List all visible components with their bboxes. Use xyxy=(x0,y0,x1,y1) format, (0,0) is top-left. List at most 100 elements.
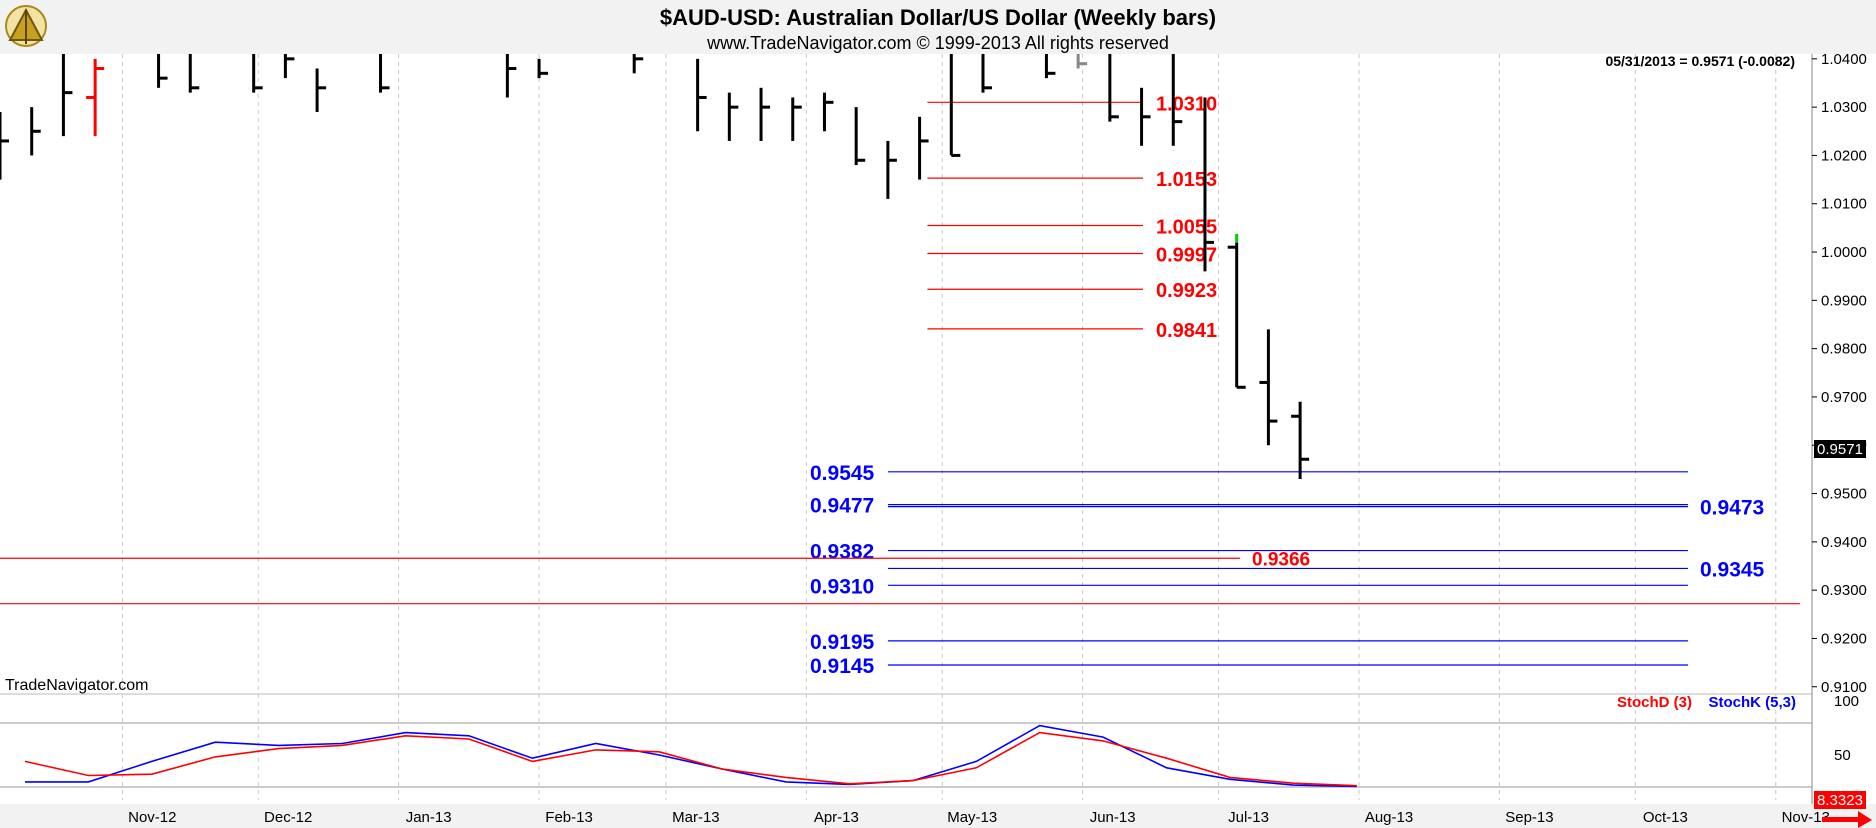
y-tick-label: 1.0100 xyxy=(1821,196,1867,213)
support-label-0.9145: 0.9145 xyxy=(810,655,875,678)
support-label-0.9382: 0.9382 xyxy=(810,541,874,564)
ohlc-bar xyxy=(1227,242,1246,389)
ohlc-bar xyxy=(505,54,517,98)
ohlc-bar xyxy=(537,58,549,79)
x-tick-label-nov-13: Nov-13 xyxy=(1782,809,1830,826)
resistance-label-1.0055: 1.0055 xyxy=(1156,216,1217,238)
ohlc-bar xyxy=(1171,54,1183,146)
ohlc-bar xyxy=(1044,54,1056,79)
y-tick-label: 1.0300 xyxy=(1821,99,1867,116)
ohlc-bar xyxy=(283,54,295,79)
last-quote-readout: 05/31/2013 = 0.9571 (-0.0082) xyxy=(1605,53,1795,69)
x-tick-label-sep-13: Sep-13 xyxy=(1505,809,1553,826)
stoch-panel xyxy=(0,695,1812,803)
red-horizontal-label: 0.9366 xyxy=(1252,549,1310,570)
x-tick-label-apr-13: Apr-13 xyxy=(814,809,859,826)
ohlc-bar xyxy=(981,54,993,93)
sextant-logo-icon xyxy=(5,5,47,47)
x-tick-label-aug-13: Aug-13 xyxy=(1365,809,1413,826)
ohlc-bar xyxy=(157,54,168,88)
ohlc-bar xyxy=(30,107,41,156)
header-bar xyxy=(0,0,1876,54)
y-tick-label: 1.0400 xyxy=(1821,51,1867,68)
x-tick-label-oct-13: Oct-13 xyxy=(1643,809,1688,826)
ohlc-bar xyxy=(1291,401,1310,480)
ohlc-bar xyxy=(727,92,739,141)
resistance-label-1.0310: 1.0310 xyxy=(1156,93,1217,115)
chart-subtitle: www.TradeNavigator.com © 1999-2013 All r… xyxy=(706,33,1169,53)
last-price-label: 0.9571 xyxy=(1817,441,1863,458)
stochd-line xyxy=(24,731,1357,787)
y-tick-label: 0.9100 xyxy=(1821,679,1867,696)
scroll-right-arrow-icon[interactable] xyxy=(1822,811,1872,828)
x-tick-label-jul-13: Jul-13 xyxy=(1228,809,1269,826)
ohlc-bar xyxy=(886,140,897,199)
ohlc-bar xyxy=(188,54,200,93)
ohlc-bar xyxy=(759,87,771,141)
y-tick-label: 0.9400 xyxy=(1821,534,1867,551)
support-right-label-0.9473: 0.9473 xyxy=(1700,497,1764,520)
resistance-label-1.0153: 1.0153 xyxy=(1156,169,1217,191)
ohlc-bars xyxy=(0,54,1310,480)
x-tick-label-jan-13: Jan-13 xyxy=(406,809,452,826)
x-tick-label-dec-12: Dec-12 xyxy=(264,809,312,826)
x-tick-label-nov-12: Nov-12 xyxy=(128,809,176,826)
ohlc-bar xyxy=(379,54,390,93)
price-y-axis: 1.0400 1.0300 1.0200 1.0100 1.0000 0.9900 0.98… xyxy=(1812,51,1867,764)
fib-levels: 1.0310 1.0153 1.0055 0.9997 0.9923 0.9841 0.95… xyxy=(0,93,1800,678)
ohlc-bar xyxy=(822,92,834,132)
ohlc-bar xyxy=(1076,54,1088,69)
ohlc-bar xyxy=(315,68,327,112)
resistance-label-0.9923: 0.9923 xyxy=(1156,280,1217,302)
price-panel xyxy=(0,54,1812,694)
ohlc-bar xyxy=(696,58,707,132)
stoch-last-value: 8.3323 xyxy=(1817,792,1863,809)
y-tick-label: 1.0200 xyxy=(1821,147,1867,164)
support-label-0.9195: 0.9195 xyxy=(810,631,875,654)
y-tick-label: 0.9200 xyxy=(1821,630,1867,647)
y-tick-label: 0.9900 xyxy=(1821,292,1867,309)
y-tick-label: 0.9800 xyxy=(1821,341,1867,358)
ohlc-bar xyxy=(1259,329,1278,446)
legend-stochd: StochD (3) xyxy=(1617,694,1692,711)
ohlc-bar xyxy=(632,54,644,74)
support-label-0.9477: 0.9477 xyxy=(810,495,874,518)
y-tick-label: 0.9500 xyxy=(1821,486,1867,503)
ohlc-bar xyxy=(86,58,105,137)
support-label-0.9310: 0.9310 xyxy=(810,575,874,598)
stoch-reference-lines xyxy=(0,722,1812,788)
ohlc-bar xyxy=(61,54,73,137)
x-axis: Nov-12 Dec-12 Jan-13 Feb-13 Mar-13 Apr-13 May-… xyxy=(128,809,1830,826)
support-right-label-0.9345: 0.9345 xyxy=(1700,558,1765,581)
stochk-line xyxy=(25,724,1357,788)
x-axis-bar xyxy=(0,804,1876,828)
ohlc-bar xyxy=(918,116,929,180)
x-tick-label-feb-13: Feb-13 xyxy=(545,809,593,826)
ohlc-bar xyxy=(1203,97,1214,272)
y-tick-label: 1.0000 xyxy=(1821,244,1867,261)
last-price-badge xyxy=(1814,440,1866,458)
ohlc-bar xyxy=(791,97,802,141)
ohlc-bar xyxy=(0,111,9,180)
ohlc-bar xyxy=(1140,87,1151,146)
x-tick-label-jun-13: Jun-13 xyxy=(1090,809,1136,826)
y-tick-label: 0.9300 xyxy=(1821,582,1867,599)
stoch-y-tick-label: 100 xyxy=(1834,693,1859,710)
stoch-y-tick-label: 50 xyxy=(1834,747,1851,764)
support-label-0.9545: 0.9545 xyxy=(810,462,875,485)
stoch-last-badge xyxy=(1814,791,1866,809)
ohlc-bar xyxy=(1108,54,1119,122)
x-tick-label-may-13: May-13 xyxy=(947,809,997,826)
ohlc-bar xyxy=(252,54,263,93)
resistance-label-0.9997: 0.9997 xyxy=(1156,244,1217,266)
x-tick-label-mar-13: Mar-13 xyxy=(672,809,720,826)
legend-stochk: StochK (5,3) xyxy=(1708,694,1796,711)
ohlc-bar xyxy=(949,54,961,157)
stochastic-lines xyxy=(24,724,1357,788)
chart-title: $AUD-USD: Australian Dollar/US Dollar (W… xyxy=(660,5,1216,30)
watermark-text: TradeNavigator.com xyxy=(5,677,148,694)
resistance-label-0.9841: 0.9841 xyxy=(1156,320,1217,342)
ohlc-bar xyxy=(854,107,866,166)
